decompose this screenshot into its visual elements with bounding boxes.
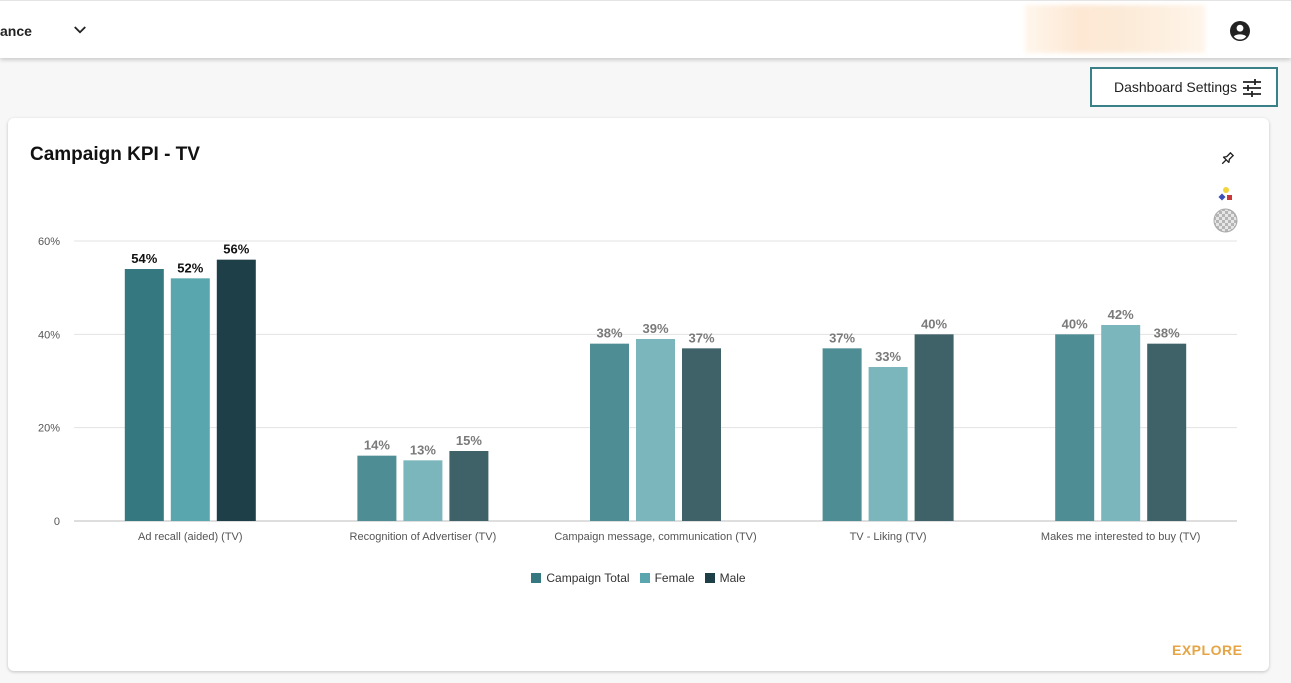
legend-item[interactable]: Campaign Total xyxy=(531,571,630,585)
chart-legend: Campaign Total Female Male xyxy=(8,571,1269,585)
legend-swatch xyxy=(639,573,650,583)
chevron-down-icon[interactable] xyxy=(71,21,89,39)
data-label: 37% xyxy=(688,330,714,345)
checkerboard-icon[interactable] xyxy=(1213,208,1238,233)
y-tick-label: 0 xyxy=(54,516,60,528)
data-label: 13% xyxy=(410,442,436,457)
sliders-icon xyxy=(1243,79,1261,97)
blurred-user-info xyxy=(1025,5,1205,53)
data-label: 14% xyxy=(364,438,390,453)
dashboard-settings-button[interactable]: Dashboard Settings xyxy=(1090,67,1278,107)
bar[interactable] xyxy=(216,259,256,521)
x-tick-label: Recognition of Advertiser (TV) xyxy=(350,531,497,543)
x-tick-label: Campaign message, communication (TV) xyxy=(554,531,756,543)
legend-swatch xyxy=(704,573,715,583)
data-label: 15% xyxy=(456,433,482,448)
bar[interactable] xyxy=(822,348,862,521)
explore-link[interactable]: EXPLORE xyxy=(1172,642,1243,658)
legend-label: Campaign Total xyxy=(546,571,630,585)
bar[interactable] xyxy=(914,334,954,521)
kpi-card: Campaign KPI - TV 0 20% 40% 60% 54% 52% 56% Ad … xyxy=(8,118,1269,671)
y-tick-label: 40% xyxy=(38,329,60,341)
legend-label: Female xyxy=(654,571,695,585)
dashboard-title: ance xyxy=(0,23,32,39)
bar[interactable] xyxy=(868,367,908,521)
bar[interactable] xyxy=(124,269,164,521)
data-label: 38% xyxy=(1154,326,1180,341)
bar[interactable] xyxy=(1147,343,1187,521)
account-circle-icon[interactable] xyxy=(1228,19,1252,43)
legend-item[interactable]: Female xyxy=(639,571,695,585)
top-bar: ance xyxy=(0,0,1291,58)
bar[interactable] xyxy=(682,348,721,521)
bar[interactable] xyxy=(170,278,210,521)
data-label: 39% xyxy=(642,321,668,336)
bar[interactable] xyxy=(590,343,629,521)
data-label: 42% xyxy=(1108,307,1134,322)
bar-chart: 0 20% 40% 60% 54% 52% 56% Ad recall (aided) (TV… xyxy=(38,236,1237,543)
data-label: 37% xyxy=(829,330,855,345)
y-tick-label: 20% xyxy=(38,423,60,435)
bar[interactable] xyxy=(449,451,489,521)
data-label: 33% xyxy=(875,349,901,364)
bar[interactable] xyxy=(636,339,675,521)
legend-label: Male xyxy=(719,571,746,585)
data-label: 56% xyxy=(223,242,249,257)
x-tick-label: Makes me interested to buy (TV) xyxy=(1041,531,1201,543)
x-tick-label: TV - Liking (TV) xyxy=(850,531,927,543)
data-label: 40% xyxy=(1062,316,1088,331)
bar[interactable] xyxy=(1101,325,1141,521)
legend-swatch xyxy=(531,573,542,583)
bar[interactable] xyxy=(1055,334,1095,521)
pin-icon[interactable] xyxy=(1218,150,1236,168)
bar[interactable] xyxy=(357,455,397,521)
data-label: 40% xyxy=(921,316,947,331)
dashboard-settings-label: Dashboard Settings xyxy=(1114,79,1237,95)
data-label: 54% xyxy=(131,251,157,266)
bar[interactable] xyxy=(403,460,443,521)
data-label: 52% xyxy=(177,260,203,275)
card-title: Campaign KPI - TV xyxy=(30,144,200,165)
data-label: 38% xyxy=(596,326,622,341)
legend-item[interactable]: Male xyxy=(704,571,746,585)
y-tick-label: 60% xyxy=(38,236,60,248)
x-tick-label: Ad recall (aided) (TV) xyxy=(138,531,243,543)
shapes-icon[interactable] xyxy=(1217,186,1235,204)
